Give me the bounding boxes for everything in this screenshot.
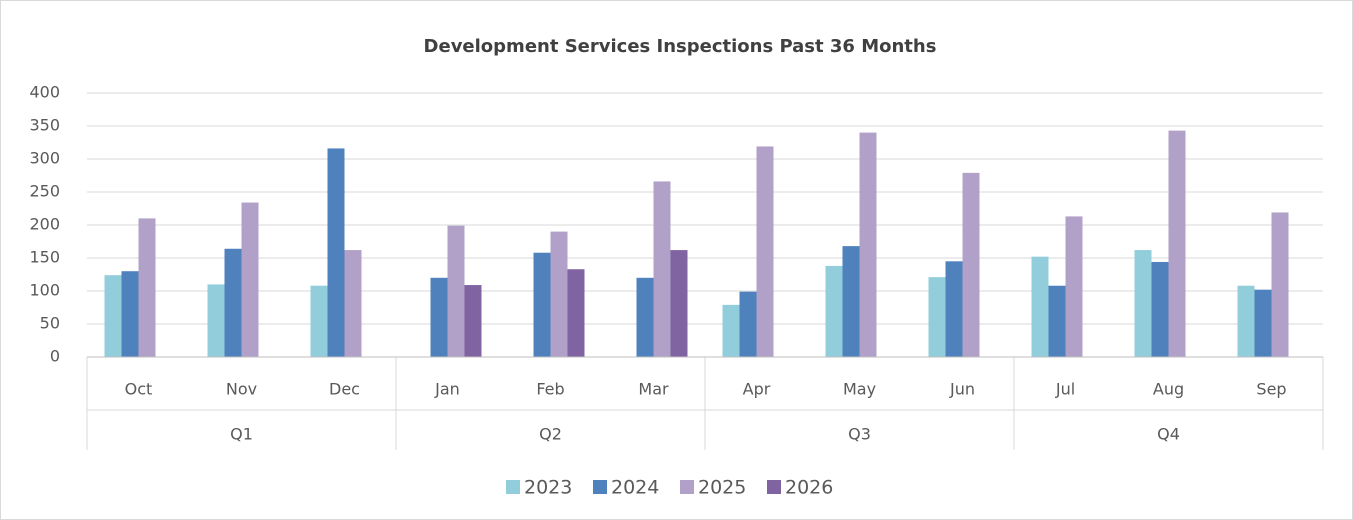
legend-swatch: [767, 480, 781, 494]
x-tick-label: May: [843, 380, 876, 399]
x-tick-label: Jan: [434, 380, 460, 399]
bar: [1151, 261, 1169, 357]
bar: [1048, 285, 1066, 357]
bar: [550, 231, 568, 357]
y-tick-label: 400: [29, 83, 60, 102]
quarter-label: Q4: [1157, 425, 1180, 444]
bar: [825, 265, 843, 357]
bar: [722, 304, 740, 357]
bar: [241, 202, 259, 357]
y-tick-label: 200: [29, 215, 60, 234]
bar: [670, 250, 688, 357]
y-tick-label: 250: [29, 182, 60, 201]
bar: [1134, 250, 1152, 357]
bar: [207, 284, 225, 357]
legend-label: 2025: [698, 477, 746, 499]
bar: [1168, 130, 1186, 357]
bar: [567, 269, 585, 357]
bar: [533, 252, 551, 357]
bar: [653, 181, 671, 357]
legend-swatch: [506, 480, 520, 494]
x-tick-label: Jun: [949, 380, 975, 399]
y-tick-label: 100: [29, 281, 60, 300]
bar: [842, 246, 860, 357]
x-tick-label: Feb: [536, 380, 564, 399]
bar: [104, 275, 122, 357]
x-tick-label: Sep: [1256, 380, 1286, 399]
bar: [739, 291, 757, 357]
bar: [1031, 256, 1049, 357]
y-tick-label: 350: [29, 116, 60, 135]
bar: [344, 250, 362, 357]
bar: [756, 146, 774, 357]
bar: [962, 172, 980, 357]
bar: [859, 132, 877, 357]
legend-label: 2023: [524, 477, 572, 499]
y-tick-label: 50: [40, 314, 60, 333]
bar: [464, 285, 482, 357]
y-tick-label: 0: [50, 347, 60, 366]
bar: [447, 225, 465, 357]
bar: [310, 285, 328, 357]
quarter-label: Q2: [539, 425, 562, 444]
bar: [430, 277, 448, 357]
y-tick-label: 300: [29, 149, 60, 168]
x-tick-label: Oct: [125, 380, 153, 399]
y-tick-label: 150: [29, 248, 60, 267]
legend-label: 2024: [611, 477, 659, 499]
bar: [945, 261, 963, 357]
chart-title: Development Services Inspections Past 36…: [424, 36, 937, 57]
x-tick-label: Mar: [638, 380, 669, 399]
bar: [327, 148, 345, 357]
bar: [636, 277, 654, 357]
x-tick-label: Dec: [329, 380, 360, 399]
bar: [1065, 216, 1083, 357]
bar: [1254, 289, 1272, 357]
bar: [138, 218, 156, 357]
bar: [1237, 285, 1255, 357]
quarter-label: Q1: [230, 425, 253, 444]
bar: [928, 277, 946, 357]
bar: [1271, 212, 1289, 357]
x-tick-label: Aug: [1153, 380, 1184, 399]
legend-label: 2026: [785, 477, 833, 499]
legend-swatch: [593, 480, 607, 494]
x-tick-label: Nov: [226, 380, 257, 399]
legend-swatch: [680, 480, 694, 494]
quarter-label: Q3: [848, 425, 871, 444]
bar: [121, 271, 139, 357]
x-tick-label: Apr: [743, 380, 771, 399]
x-tick-label: Jul: [1055, 380, 1075, 399]
bar: [224, 248, 242, 357]
